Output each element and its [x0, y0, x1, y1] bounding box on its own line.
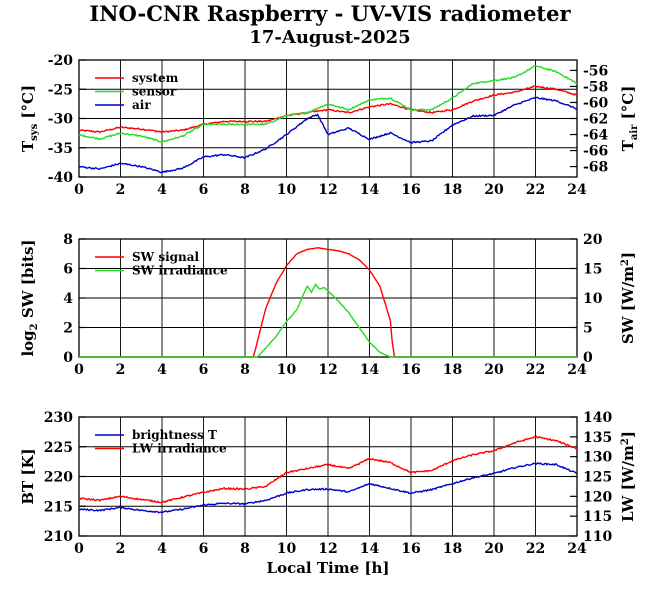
- legend-label: LW irradiance: [132, 442, 227, 456]
- y-left-axis-label: BT [K]: [19, 448, 37, 504]
- y-left-tick-label: 215: [44, 499, 73, 515]
- legend-label: SW signal: [132, 250, 200, 264]
- x-tick-label: 14: [360, 182, 380, 198]
- x-tick-label: 18: [443, 362, 462, 378]
- y-left-tick-label: 0: [63, 350, 73, 366]
- x-axis-label: Local Time [h]: [267, 559, 390, 577]
- y-left-axis-label: Tsys [°C]: [19, 85, 40, 152]
- x-tick-label: 22: [526, 182, 545, 198]
- x-tick-label: 10: [277, 182, 297, 198]
- x-tick-label: 12: [318, 541, 337, 557]
- y-right-tick-label: 120: [583, 489, 612, 505]
- y-right-tick-label: 0: [583, 350, 593, 366]
- x-tick-label: 8: [240, 182, 250, 198]
- y-right-tick-label: -62: [583, 112, 608, 128]
- series-line-sw-irradiance: [79, 282, 577, 358]
- y-right-axis-label: LW [W/m2]: [619, 431, 637, 522]
- y-left-tick-label: 225: [44, 440, 73, 456]
- y-left-tick-label: -35: [48, 141, 73, 157]
- y-left-tick-label: 4: [63, 291, 73, 307]
- y-right-tick-label: 140: [583, 410, 612, 426]
- y-right-tick-label: 15: [583, 262, 602, 278]
- x-tick-label: 16: [401, 182, 420, 198]
- x-tick-label: 24: [567, 541, 587, 557]
- series-line-lw-irradiance: [78, 435, 578, 504]
- x-tick-label: 24: [567, 362, 587, 378]
- y-right-tick-label: 135: [583, 430, 612, 446]
- series-line-sensor: [78, 65, 578, 143]
- x-tick-label: 14: [360, 362, 380, 378]
- y-left-tick-label: 220: [44, 470, 73, 486]
- x-tick-label: 4: [157, 541, 167, 557]
- x-tick-label: 12: [318, 362, 337, 378]
- x-tick-label: 20: [484, 182, 504, 198]
- y-right-tick-label: 130: [583, 450, 612, 466]
- y-right-tick-label: -64: [583, 128, 609, 144]
- panel-longwave: 0 2 4 6 8 10 12 14 16 18 20 22 242302252202152101401…: [19, 410, 637, 577]
- y-left-tick-label: -40: [48, 170, 74, 186]
- legend-label: sensor: [132, 85, 177, 99]
- x-tick-label: 2: [116, 182, 126, 198]
- y-right-tick-label: 110: [583, 529, 612, 545]
- x-tick-label: 0: [74, 182, 84, 198]
- y-right-tick-label: -60: [583, 95, 609, 111]
- legend-label: system: [132, 71, 179, 85]
- x-tick-label: 8: [240, 362, 250, 378]
- y-right-axis-label: Tair [°C]: [619, 86, 640, 152]
- x-tick-label: 6: [199, 362, 209, 378]
- y-right-tick-label: 5: [583, 321, 593, 337]
- x-tick-label: 18: [443, 182, 462, 198]
- x-tick-label: 12: [318, 182, 337, 198]
- legend-label: brightness T: [132, 428, 217, 442]
- y-left-tick-label: -25: [48, 82, 73, 98]
- y-left-tick-label: 210: [44, 529, 73, 545]
- y-right-tick-label: -58: [583, 79, 608, 95]
- x-tick-label: 18: [443, 541, 462, 557]
- x-tick-label: 14: [360, 541, 380, 557]
- x-tick-label: 2: [116, 541, 126, 557]
- x-tick-label: 16: [401, 362, 420, 378]
- y-right-tick-label: 20: [583, 232, 603, 248]
- x-tick-label: 24: [567, 182, 587, 198]
- y-right-axis-label: SW [W/m2]: [619, 252, 637, 344]
- x-tick-label: 2: [116, 362, 126, 378]
- x-tick-label: 6: [199, 182, 209, 198]
- series-line-air: [78, 96, 578, 174]
- panel-temperatures: 0 2 4 6 8 10 12 14 16 18 20 22 24-20-25-30-35-40-56-…: [19, 53, 640, 198]
- x-tick-label: 4: [157, 362, 167, 378]
- y-left-tick-label: 6: [63, 262, 73, 278]
- y-right-tick-label: -66: [583, 144, 608, 160]
- x-tick-label: 16: [401, 541, 420, 557]
- y-left-tick-label: 2: [63, 321, 73, 337]
- y-right-tick-label: 10: [583, 291, 603, 307]
- chart-title: INO-CNR Raspberry - UV-VIS radiometer: [89, 1, 571, 26]
- y-right-tick-label: 115: [583, 509, 612, 525]
- x-tick-label: 20: [484, 541, 504, 557]
- x-tick-label: 20: [484, 362, 504, 378]
- series-line-brightness-t: [78, 462, 578, 514]
- y-right-tick-label: -56: [583, 63, 608, 79]
- y-left-axis-label: log2 SW [bits]: [19, 239, 40, 356]
- y-left-tick-label: 8: [63, 232, 73, 248]
- chart-subtitle: 17-August-2025: [249, 27, 411, 48]
- y-right-tick-label: -68: [583, 160, 608, 176]
- x-tick-label: 0: [74, 362, 84, 378]
- y-left-tick-label: -20: [48, 53, 74, 69]
- y-left-tick-label: -30: [48, 112, 74, 128]
- x-tick-label: 0: [74, 541, 84, 557]
- x-tick-label: 8: [240, 541, 250, 557]
- x-tick-label: 10: [277, 541, 297, 557]
- x-tick-label: 22: [526, 362, 545, 378]
- legend-label: air: [132, 98, 151, 112]
- y-right-tick-label: 125: [583, 470, 612, 486]
- x-tick-label: 4: [157, 182, 167, 198]
- y-left-tick-label: 230: [44, 410, 73, 426]
- x-tick-label: 22: [526, 541, 545, 557]
- x-tick-label: 6: [199, 541, 209, 557]
- series-line-system: [78, 84, 578, 134]
- legend-label: SW irradiance: [132, 264, 228, 278]
- x-tick-label: 10: [277, 362, 297, 378]
